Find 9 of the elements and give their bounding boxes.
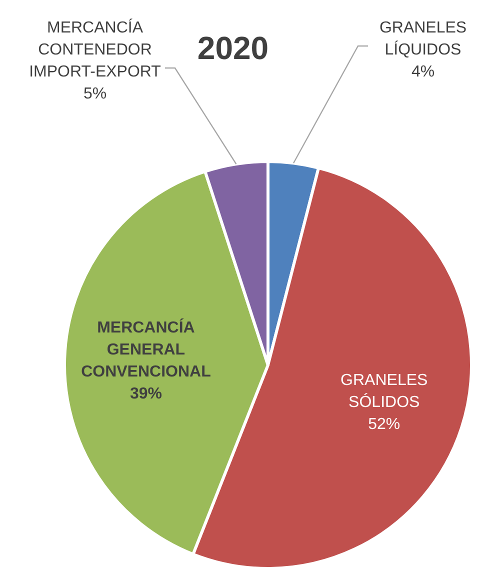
data-label: 4% bbox=[411, 63, 435, 80]
data-label: 39% bbox=[130, 386, 162, 403]
data-label: 5% bbox=[83, 85, 107, 102]
chart-title: 2020 bbox=[197, 30, 269, 66]
slice-label: GRANELES LÍQUIDOS bbox=[379, 19, 467, 58]
data-label: 52% bbox=[368, 416, 400, 434]
slice-label: MERCANCÍA CONTENEDOR IMPORT-EXPORT bbox=[29, 18, 162, 80]
slice-label: GRANELES SÓLIDOS bbox=[340, 372, 428, 412]
slice-label: MERCANCÍA GENERAL CONVENCIONAL bbox=[81, 318, 212, 381]
